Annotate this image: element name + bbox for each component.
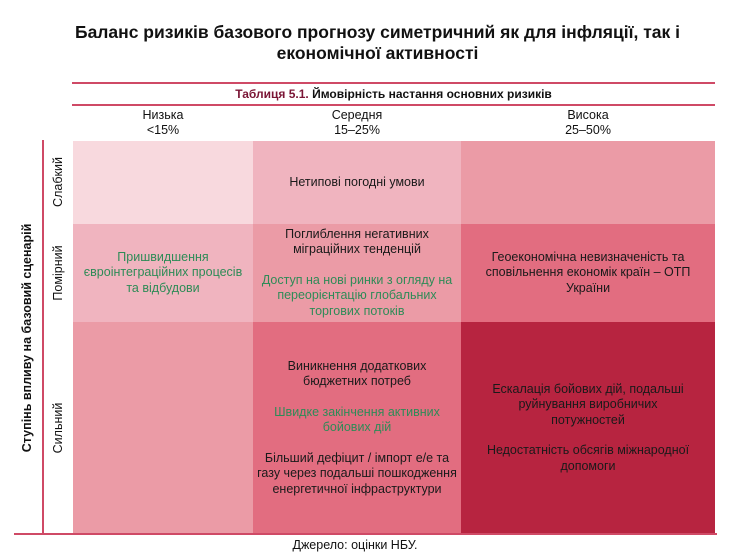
- cell-weak-medium: Нетипові погодні умови: [253, 141, 461, 224]
- table-bottom-rule: [14, 533, 717, 535]
- table-caption-number: Таблиця 5.1.: [235, 87, 309, 101]
- table-caption-text: Ймовірність настання основних ризиків: [308, 87, 552, 101]
- y-axis-label-text: Ступінь впливу на базовий сценарій: [20, 223, 34, 453]
- column-range: <15%: [146, 123, 180, 137]
- risk-positive: Швидке закінчення активних бойових дій: [274, 404, 440, 435]
- cell-strong-medium: Виникнення додаткових бюджетних потреб Ш…: [253, 322, 461, 534]
- cell-weak-low: [73, 141, 253, 224]
- cell-moderate-medium: Поглиблення негативних міграційних тенде…: [253, 224, 461, 322]
- risk-negative: Нетипові погодні умови: [289, 174, 425, 189]
- column-range: 25–50%: [565, 123, 611, 137]
- row-label-text: Помірний: [51, 245, 65, 301]
- risk-negative: Поглиблення негативних міграційних тенде…: [285, 226, 429, 257]
- column-header-high: Висока 25–50%: [461, 108, 715, 138]
- column-header-low: Низька <15%: [73, 108, 253, 138]
- column-label: Висока: [567, 108, 609, 122]
- risk-negative: Геоекономічна невизначеність та сповільн…: [485, 249, 691, 295]
- source-note: Джерело: оцінки НБУ.: [292, 538, 418, 552]
- cell-weak-high: [461, 141, 715, 224]
- risk-positive: Доступ на нові ринки з огляду на переорі…: [261, 272, 453, 318]
- table-caption-rule: [72, 104, 715, 106]
- cell-strong-high: Ескалація бойових дій, подальші руйнуван…: [461, 322, 715, 534]
- table-top-rule: [72, 82, 715, 84]
- cell-moderate-high: Геоекономічна невизначеність та сповільн…: [461, 224, 715, 322]
- row-label-text: Слабкий: [51, 157, 65, 207]
- cell-moderate-low: Пришвидшення євроінтеграційних процесів …: [73, 224, 253, 322]
- risk-negative: Більший дефіцит / імпорт е/е та газу чер…: [257, 450, 457, 496]
- page-title: Баланс ризиків базового прогнозу симетри…: [0, 22, 755, 64]
- title-line-1: Баланс ризиків базового прогнозу симетри…: [74, 22, 680, 42]
- cell-strong-low: [73, 322, 253, 534]
- risk-negative: Ескалація бойових дій, подальші руйнуван…: [492, 381, 684, 427]
- row-label-text: Сильний: [51, 402, 65, 454]
- column-header-medium: Середня 15–25%: [253, 108, 461, 138]
- row-labels-divider: [42, 140, 44, 535]
- column-label: Низька: [142, 108, 184, 122]
- table-caption: Таблиця 5.1. Ймовірність настання основн…: [72, 86, 715, 102]
- risk-positive: Пришвидшення євроінтеграційних процесів …: [83, 249, 243, 295]
- risk-negative: Виникнення додаткових бюджетних потреб: [287, 358, 427, 389]
- risk-negative: Недостатність обсягів міжнародної допомо…: [486, 443, 690, 473]
- column-range: 15–25%: [334, 123, 380, 137]
- column-label: Середня: [331, 108, 383, 122]
- title-line-2: економічної активності: [276, 43, 479, 63]
